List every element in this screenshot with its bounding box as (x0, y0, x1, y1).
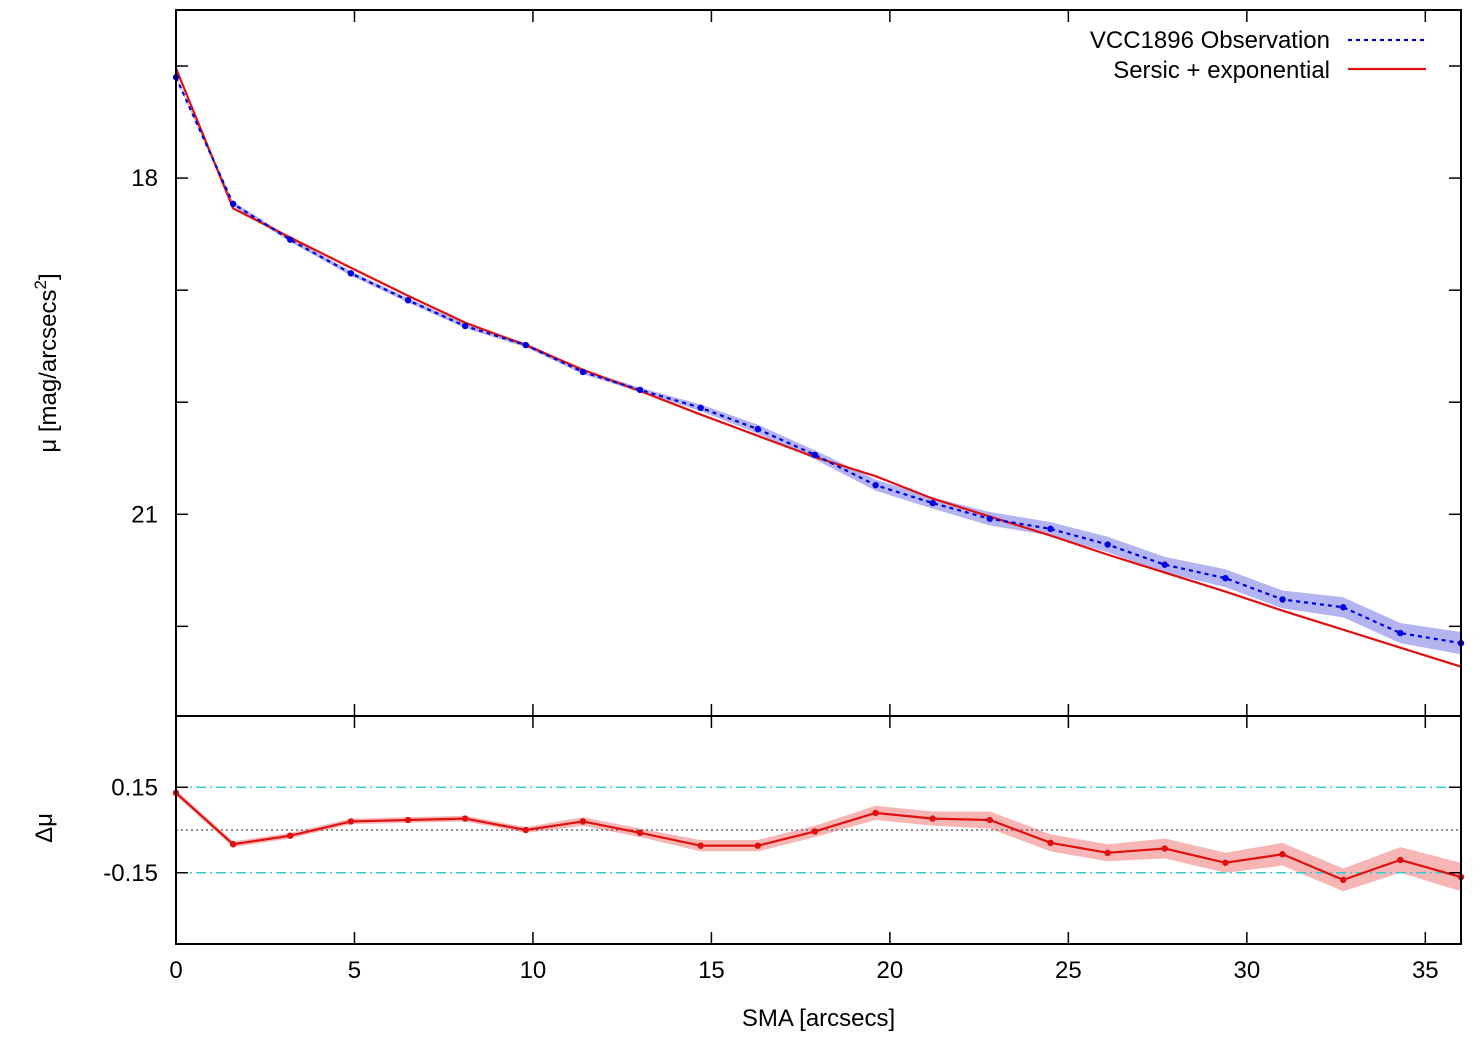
residual-point (1047, 839, 1054, 847)
residual-point (461, 815, 469, 822)
observation-band-area (176, 76, 1461, 655)
residual-point (986, 816, 994, 824)
observation-point (404, 297, 412, 304)
observation-point (1104, 541, 1111, 548)
residual-error-band (176, 790, 1461, 892)
top-y-axis-title-sup: 2 (31, 280, 50, 289)
top-y-tick-label: 21 (131, 501, 158, 528)
residual-point (754, 842, 762, 849)
observation-error-band (176, 76, 1461, 655)
residual-point (1340, 876, 1347, 884)
x-tick-label: 15 (698, 957, 725, 984)
x-tick-label: 35 (1412, 957, 1439, 984)
residual-point (697, 842, 704, 849)
residual-series-layer (172, 789, 1465, 884)
bottom-y-tick-labels: 0.15 -0.15 (103, 774, 158, 887)
observation-point (1161, 561, 1168, 568)
legend: VCC1896 Observation Sersic + exponential (1090, 27, 1426, 84)
observation-point (1279, 596, 1286, 603)
top-ticks-layer (175, 10, 1461, 716)
residual-band-area (176, 790, 1461, 892)
observation-point (986, 515, 994, 522)
residual-point (1279, 851, 1286, 858)
residual-point (287, 832, 294, 839)
legend-label-fit: Sersic + exponential (1113, 57, 1330, 84)
residual-point (579, 818, 587, 825)
legend-label-observation: VCC1896 Observation (1090, 27, 1330, 54)
residual-point (811, 828, 819, 835)
residual-point (229, 841, 237, 848)
bottom-y-axis-title: Δμ (31, 813, 58, 843)
residual-point (636, 829, 644, 837)
observation-point (754, 425, 762, 433)
bottom-y-tick-label: 0.15 (111, 774, 158, 801)
bottom-ticks-layer (175, 716, 1461, 944)
residual-point (872, 809, 879, 817)
reference-lines (176, 786, 1461, 874)
fit-line (174, 67, 1462, 668)
observation-point (1047, 525, 1054, 533)
residual-point (1397, 856, 1404, 864)
residual-point (1222, 859, 1229, 866)
observation-point (872, 481, 879, 489)
x-tick-label: 10 (520, 957, 547, 984)
x-axis-title: SMA [arcsecs] (742, 1005, 895, 1032)
top-y-tick-label: 18 (131, 165, 158, 192)
observation-point (287, 236, 294, 243)
top-series-layer (172, 67, 1465, 668)
observation-point (811, 451, 819, 459)
residual-point (404, 816, 412, 824)
x-tick-label: 30 (1233, 957, 1260, 984)
top-y-axis-title: μ [mag/arcsecs2] (31, 273, 62, 452)
x-tick-label: 5 (348, 957, 361, 984)
observation-line (174, 76, 1462, 645)
observation-point (929, 499, 936, 507)
observation-point (1397, 629, 1404, 637)
observation-point (697, 404, 704, 412)
top-plot-frame (175, 9, 1462, 717)
residual-point (522, 826, 530, 834)
bottom-y-tick-label: -0.15 (103, 860, 158, 887)
residual-point (1161, 845, 1168, 852)
x-tick-label: 0 (169, 957, 182, 984)
top-y-axis-title-tail: ] (35, 273, 62, 280)
observation-point (579, 368, 587, 376)
observation-point (229, 200, 237, 208)
residual-point (929, 815, 936, 822)
residual-point (1104, 849, 1111, 856)
bottom-panel: 0.15 -0.15 0 5 10 15 20 25 30 35 Δμ SMA [arcsecs… (31, 715, 1465, 1032)
observation-point (636, 386, 644, 394)
top-y-axis-title-main: μ [mag/arcsecs (35, 289, 62, 452)
observation-point (522, 341, 530, 349)
x-tick-label: 20 (877, 957, 904, 984)
bottom-plot-frame (175, 715, 1462, 945)
x-tick-labels: 0 5 10 15 20 25 30 35 (169, 957, 1438, 984)
observation-point (461, 322, 469, 330)
observation-point (347, 270, 355, 277)
x-tick-label: 25 (1055, 957, 1082, 984)
observation-point (1340, 604, 1347, 611)
residual-point (347, 818, 355, 825)
observation-point (1222, 574, 1229, 582)
